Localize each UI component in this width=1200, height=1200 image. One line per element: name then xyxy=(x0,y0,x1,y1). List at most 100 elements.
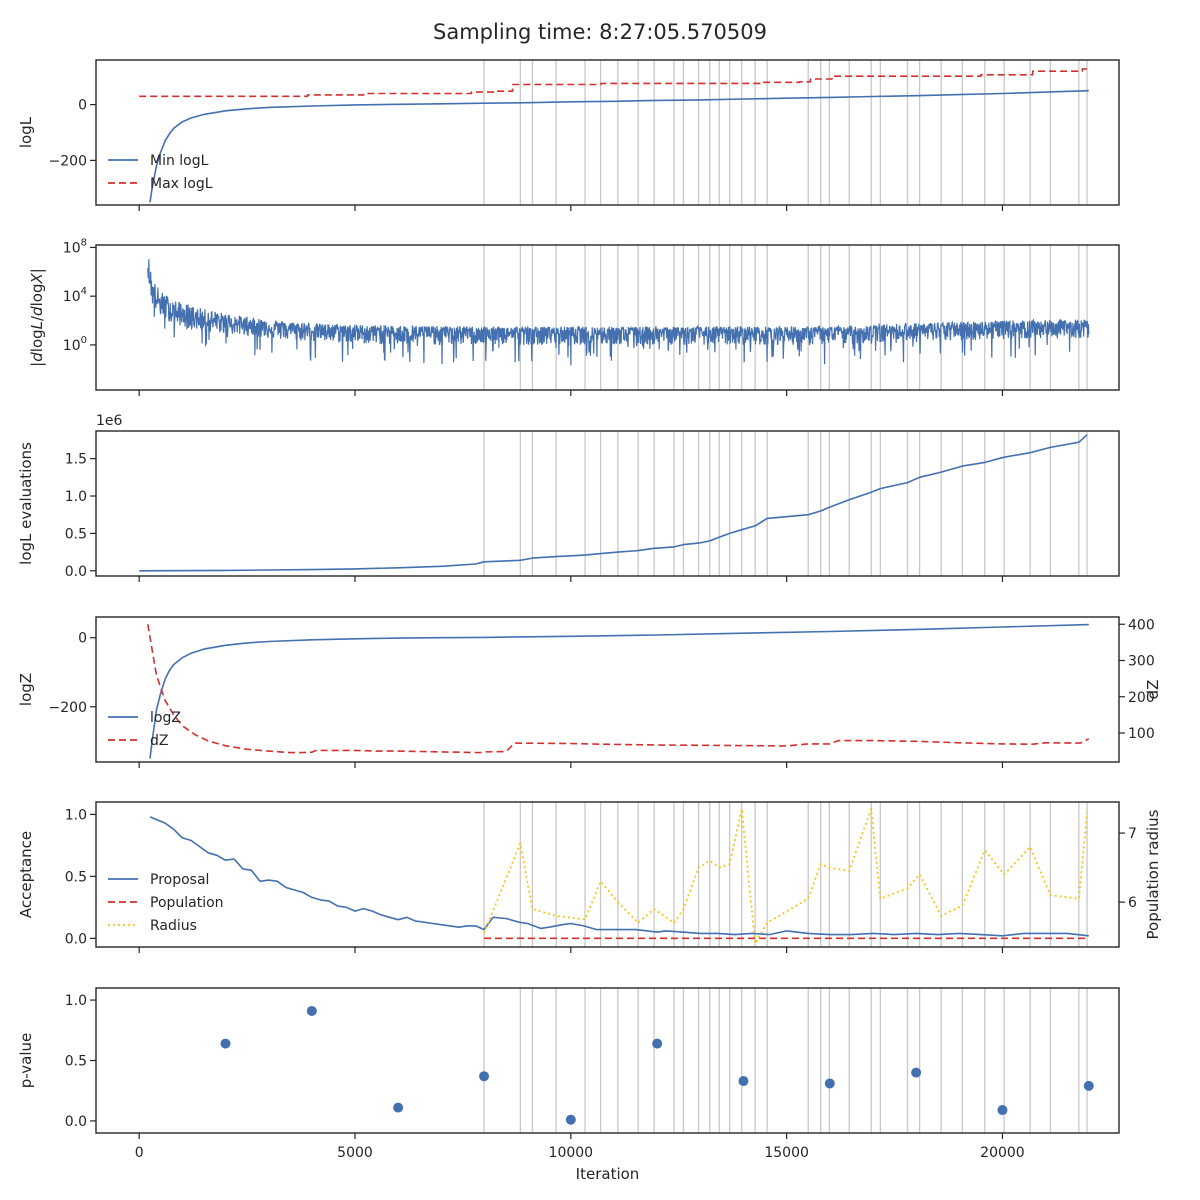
y-axis-right: 100 200 300 400 xyxy=(1119,617,1155,742)
vlines xyxy=(483,988,1088,1133)
y-tick-label: 0.5 xyxy=(65,869,87,885)
axes-frame xyxy=(95,987,1120,1134)
data-point xyxy=(824,1078,835,1089)
y-tick-label: 1.0 xyxy=(65,807,87,823)
axes-frame xyxy=(95,59,1120,206)
legend-label: dZ xyxy=(150,733,168,749)
y-tick-label: −200 xyxy=(49,700,87,716)
x-axis xyxy=(138,390,1004,396)
y-tick-label-right: 400 xyxy=(1128,617,1155,633)
vlines xyxy=(483,802,1088,947)
y-axis-label: logZ xyxy=(17,673,35,706)
y-tick-label-right: 6 xyxy=(1128,895,1137,911)
y-offset-text: 1e6 xyxy=(96,413,123,429)
data-point xyxy=(306,1005,317,1016)
y-tick-label: 0.0 xyxy=(65,1114,87,1130)
y-axis-label-right: Population radius xyxy=(1144,809,1162,939)
axes-frame xyxy=(95,616,1120,763)
y-axis-label: logL xyxy=(17,116,35,148)
x-tick-label: 0 xyxy=(135,1145,144,1161)
legend-label: Radius xyxy=(150,918,197,934)
y-tick-label: 0.0 xyxy=(65,564,87,580)
y-tick-label: 108 xyxy=(63,237,87,256)
series-max-logl xyxy=(139,68,1089,98)
axes-frame xyxy=(95,430,1120,577)
series-group xyxy=(139,434,1088,572)
series-group xyxy=(220,1005,1094,1125)
panel-4: −200 0 100 200 300 400 logZ dZ logZ dZ xyxy=(17,616,1162,768)
y-tick-label: 1.0 xyxy=(65,489,87,505)
x-axis xyxy=(138,205,1004,211)
y-tick-label: −200 xyxy=(49,153,87,169)
y-tick-label: 1.5 xyxy=(65,452,87,468)
x-tick-label: 5000 xyxy=(337,1145,373,1161)
series-group xyxy=(147,259,1090,366)
series-group xyxy=(149,808,1089,945)
data-point xyxy=(997,1105,1008,1116)
series-proposal xyxy=(149,816,1089,937)
axes-frame xyxy=(95,244,1120,391)
y-tick-label-right: 100 xyxy=(1128,726,1155,742)
y-axis-label-right: dZ xyxy=(1144,680,1162,700)
data-point xyxy=(393,1102,404,1113)
data-point xyxy=(479,1071,490,1082)
vlines xyxy=(483,431,1088,576)
series-1 xyxy=(139,434,1088,572)
figure-title: Sampling time: 8:27:05.570509 xyxy=(433,20,767,44)
y-axis: 0.0 0.5 1.0 xyxy=(65,993,96,1130)
x-axis xyxy=(138,576,1004,582)
series-dz xyxy=(147,624,1090,754)
x-axis-label: Iteration xyxy=(576,1165,640,1183)
series-radius xyxy=(483,808,1088,945)
x-tick-label: 15000 xyxy=(764,1145,809,1161)
y-axis-right: 67 xyxy=(1119,826,1137,911)
x-axis xyxy=(138,762,1004,768)
legend-label: logZ xyxy=(150,710,181,726)
y-axis: −200 0 xyxy=(49,631,96,716)
legend: logZ dZ xyxy=(108,710,181,749)
y-axis-label: logL evaluations xyxy=(17,442,35,565)
vlines xyxy=(483,60,1088,205)
legend-label: Min logL xyxy=(150,153,209,169)
legend-label: Population xyxy=(150,895,224,911)
series-logz xyxy=(149,623,1089,759)
axes-frame xyxy=(95,801,1120,948)
x-tick-label: 20000 xyxy=(980,1145,1025,1161)
y-tick-label-right: 200 xyxy=(1128,690,1155,706)
y-tick-label: 1.0 xyxy=(65,993,87,1009)
y-tick-label: 0 xyxy=(78,98,87,114)
panel-3: 0.0 0.5 1.0 1.5 logL evaluations 1e6 xyxy=(17,413,1120,582)
y-tick-label: 104 xyxy=(63,286,87,305)
legend: Min logL Max logL xyxy=(108,153,213,192)
y-axis-label: Acceptance xyxy=(17,831,35,918)
legend-label: Max logL xyxy=(150,176,213,192)
y-tick-label: 0.5 xyxy=(65,526,87,542)
y-tick-label: 100 xyxy=(63,335,87,354)
x-axis: 0 5000 10000 15000 20000 xyxy=(135,1133,1025,1161)
data-point xyxy=(1083,1080,1094,1091)
y-axis: 100 104 108 xyxy=(63,237,96,354)
y-axis-label: |dlogL/dlogX| xyxy=(28,268,46,367)
panel-6: 0 5000 10000 15000 20000 0.0 0.5 1.0 p-value xyxy=(17,987,1120,1161)
legend-label: Proposal xyxy=(150,872,209,888)
y-tick-label-right: 300 xyxy=(1128,654,1155,670)
x-tick-label: 10000 xyxy=(549,1145,594,1161)
y-axis: 0.0 0.5 1.0 xyxy=(65,807,96,947)
y-tick-label: 0.5 xyxy=(65,1054,87,1070)
y-axis: 0.0 0.5 1.0 1.5 xyxy=(65,452,96,580)
data-point xyxy=(652,1038,663,1049)
data-point xyxy=(220,1038,231,1049)
vlines xyxy=(483,245,1088,390)
panel-2: 100 104 108 |dlogL/dlogX| xyxy=(28,237,1120,396)
y-tick-label-right: 7 xyxy=(1128,826,1137,842)
y-axis-label: p-value xyxy=(17,1033,35,1089)
series-group xyxy=(147,623,1090,759)
legend: Proposal Population Radius xyxy=(108,872,224,934)
series-min-logl xyxy=(149,89,1089,203)
y-tick-label: 0 xyxy=(78,631,87,647)
data-point xyxy=(911,1067,922,1078)
y-axis: −200 0 xyxy=(49,98,96,169)
series-1 xyxy=(147,259,1090,366)
y-tick-label: 0.0 xyxy=(65,931,87,947)
